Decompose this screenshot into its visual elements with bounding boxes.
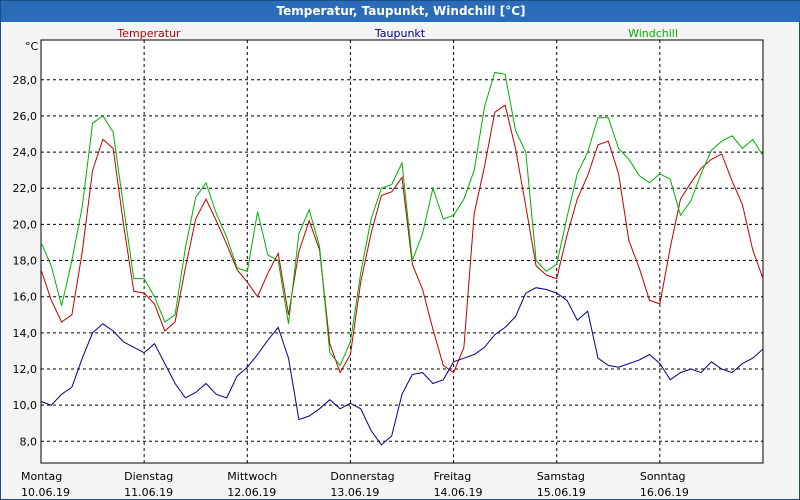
y-axis-label: °C <box>25 40 39 53</box>
x-tick-date: 10.06.19 <box>21 486 70 499</box>
y-tick-label: 26,0 <box>13 110 38 123</box>
y-tick-label: 22,0 <box>13 182 38 195</box>
x-tick-date: 16.06.19 <box>640 486 689 499</box>
x-tick-day: Samstag <box>537 470 585 483</box>
legend: Temperatur Taupunkt Windchill <box>116 27 678 40</box>
y-tick-label: 8,0 <box>20 435 38 448</box>
y-tick-label: 24,0 <box>13 146 38 159</box>
legend-item-temperatur: Temperatur <box>116 27 181 40</box>
x-tick-date: 15.06.19 <box>537 486 586 499</box>
x-axis: Montag 10.06.19 Dienstag 11.06.19 Mittwoch 12… <box>21 470 689 499</box>
plot-background <box>40 39 764 464</box>
x-tick-day: Montag <box>21 470 62 483</box>
series-line-windchill <box>40 71 764 367</box>
y-tick-label: 20,0 <box>13 218 38 231</box>
x-tick-day: Mittwoch <box>227 470 277 483</box>
x-tick-date: 13.06.19 <box>330 486 379 499</box>
x-tick-day: Dienstag <box>124 470 173 483</box>
y-tick-label: 14,0 <box>13 327 38 340</box>
x-tick-day: Freitag <box>434 470 472 483</box>
x-tick-date: 11.06.19 <box>124 486 173 499</box>
chart-area: 8,0 10,0 12,0 14,0 16,0 18,0 20,0 22,0 24,0 26,0 2… <box>13 27 764 499</box>
legend-item-windchill: Windchill <box>628 27 678 40</box>
grid-lines <box>41 40 763 463</box>
y-tick-label: 16,0 <box>13 291 38 304</box>
window-title: Temperatur, Taupunkt, Windchill [°C] <box>1 1 800 22</box>
y-tick-label: 18,0 <box>13 255 38 268</box>
series-line-taupunkt <box>40 287 764 446</box>
y-tick-label: 28,0 <box>13 74 38 87</box>
x-tick-day: Donnerstag <box>330 470 394 483</box>
x-tick-day: Sonntag <box>640 470 686 483</box>
y-axis: 8,0 10,0 12,0 14,0 16,0 18,0 20,0 22,0 24,0 26,0 2… <box>13 40 39 448</box>
series-line-temperatur <box>40 104 764 374</box>
y-tick-label: 12,0 <box>13 363 38 376</box>
series-lines <box>40 71 764 446</box>
legend-item-taupunkt: Taupunkt <box>374 27 426 40</box>
x-tick-date: 14.06.19 <box>434 486 483 499</box>
x-tick-date: 12.06.19 <box>227 486 276 499</box>
y-tick-label: 10,0 <box>13 399 38 412</box>
